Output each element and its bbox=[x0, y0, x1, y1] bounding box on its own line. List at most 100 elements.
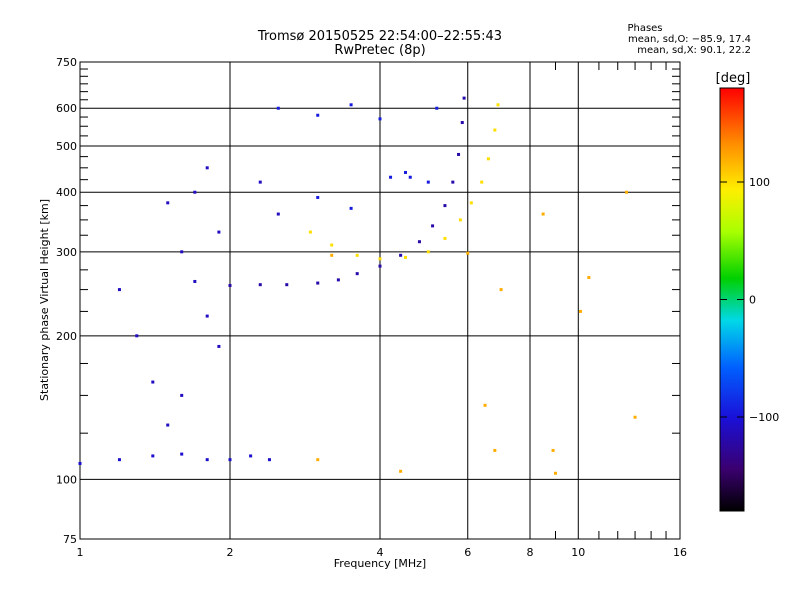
data-point bbox=[276, 106, 280, 110]
chart-title: Tromsø 20150525 22:54:00–22:55:43 bbox=[257, 29, 502, 44]
data-point bbox=[469, 201, 473, 205]
data-point bbox=[193, 279, 197, 283]
data-point bbox=[316, 113, 320, 117]
colorbar-unit-label: [deg] bbox=[716, 71, 751, 86]
phase-line-o: mean, sd,O: −85.9, 17.4 bbox=[628, 34, 751, 45]
data-point bbox=[117, 288, 121, 292]
data-point bbox=[578, 309, 582, 313]
y-tick-label: 300 bbox=[56, 246, 77, 259]
data-point bbox=[330, 253, 334, 257]
phase-line-x: mean, sd,X: 90.1, 22.2 bbox=[637, 45, 751, 56]
data-point bbox=[499, 288, 503, 292]
y-tick-label: 400 bbox=[56, 186, 77, 199]
data-point bbox=[403, 170, 407, 174]
data-point bbox=[403, 255, 407, 259]
y-tick-labels: 75 100 200 300 400 500 600 750 bbox=[56, 56, 77, 546]
x-tick-labels: 1 2 4 6 8 10 16 bbox=[77, 546, 688, 559]
data-point bbox=[460, 121, 464, 125]
data-point bbox=[457, 152, 461, 156]
x-tick-label: 8 bbox=[527, 546, 534, 559]
data-point bbox=[417, 240, 421, 244]
data-point bbox=[308, 230, 312, 234]
data-point bbox=[349, 206, 353, 210]
data-point bbox=[587, 276, 591, 280]
data-point bbox=[431, 224, 435, 228]
data-point bbox=[135, 334, 139, 338]
data-point bbox=[355, 253, 359, 257]
data-point bbox=[426, 180, 430, 184]
phase-heading: Phases bbox=[627, 23, 662, 34]
colorbar-tick-label: −100 bbox=[749, 411, 779, 424]
data-point bbox=[541, 212, 545, 216]
x-tick-label: 2 bbox=[227, 546, 234, 559]
y-tick-label: 750 bbox=[56, 56, 77, 69]
data-point bbox=[633, 415, 637, 419]
data-point bbox=[336, 278, 340, 282]
colorbar-tick-label: 100 bbox=[749, 176, 770, 189]
chart-subtitle: RwPretec (8p) bbox=[334, 43, 425, 58]
data-point bbox=[378, 257, 382, 261]
data-point bbox=[480, 180, 484, 184]
data-point bbox=[408, 175, 412, 179]
data-point bbox=[166, 201, 170, 205]
data-point bbox=[462, 96, 466, 100]
data-point bbox=[378, 117, 382, 121]
data-point bbox=[426, 250, 430, 254]
data-point bbox=[205, 166, 209, 170]
axis-ticks bbox=[80, 62, 680, 539]
x-tick-label: 10 bbox=[571, 546, 585, 559]
data-point bbox=[180, 393, 184, 397]
data-point bbox=[443, 236, 447, 240]
data-point bbox=[285, 283, 289, 287]
data-point bbox=[378, 264, 382, 268]
data-points bbox=[78, 96, 637, 475]
data-point bbox=[493, 128, 497, 132]
data-point bbox=[451, 180, 455, 184]
y-tick-label: 600 bbox=[56, 102, 77, 115]
data-point bbox=[258, 180, 262, 184]
y-tick-label: 75 bbox=[63, 533, 77, 546]
y-tick-label: 200 bbox=[56, 330, 77, 343]
data-point bbox=[180, 452, 184, 456]
data-point bbox=[276, 212, 280, 216]
colorbar-ticks: 100 0 −100 bbox=[720, 176, 779, 424]
colorbar-tick-label: 0 bbox=[749, 294, 756, 307]
data-point bbox=[228, 283, 232, 287]
x-tick-label: 6 bbox=[464, 546, 471, 559]
data-point bbox=[316, 281, 320, 285]
y-tick-label: 100 bbox=[56, 473, 77, 486]
x-tick-label: 1 bbox=[77, 546, 84, 559]
data-point bbox=[258, 283, 262, 287]
data-point bbox=[389, 175, 393, 179]
data-point bbox=[330, 243, 334, 247]
y-axis-label: Stationary phase Virtual Height [km] bbox=[38, 199, 51, 401]
data-point bbox=[551, 448, 555, 452]
data-point bbox=[483, 403, 487, 407]
data-point bbox=[443, 204, 447, 208]
data-point bbox=[316, 458, 320, 462]
x-tick-label: 4 bbox=[377, 546, 384, 559]
data-point bbox=[117, 458, 121, 462]
data-point bbox=[151, 380, 155, 384]
data-point bbox=[217, 344, 221, 348]
data-point bbox=[399, 469, 403, 473]
data-point bbox=[458, 218, 462, 222]
data-point bbox=[217, 230, 221, 234]
data-point bbox=[466, 251, 470, 255]
data-point bbox=[180, 250, 184, 254]
data-point bbox=[435, 106, 439, 110]
data-point bbox=[249, 454, 253, 458]
data-point bbox=[78, 461, 82, 465]
data-point bbox=[496, 103, 500, 107]
data-point bbox=[493, 448, 497, 452]
data-point bbox=[205, 314, 209, 318]
data-point bbox=[349, 103, 353, 107]
x-tick-label: 16 bbox=[673, 546, 687, 559]
data-point bbox=[228, 458, 232, 462]
data-point bbox=[193, 190, 197, 194]
y-tick-label: 500 bbox=[56, 140, 77, 153]
data-point bbox=[267, 458, 271, 462]
data-point bbox=[166, 423, 170, 427]
data-point bbox=[355, 272, 359, 276]
